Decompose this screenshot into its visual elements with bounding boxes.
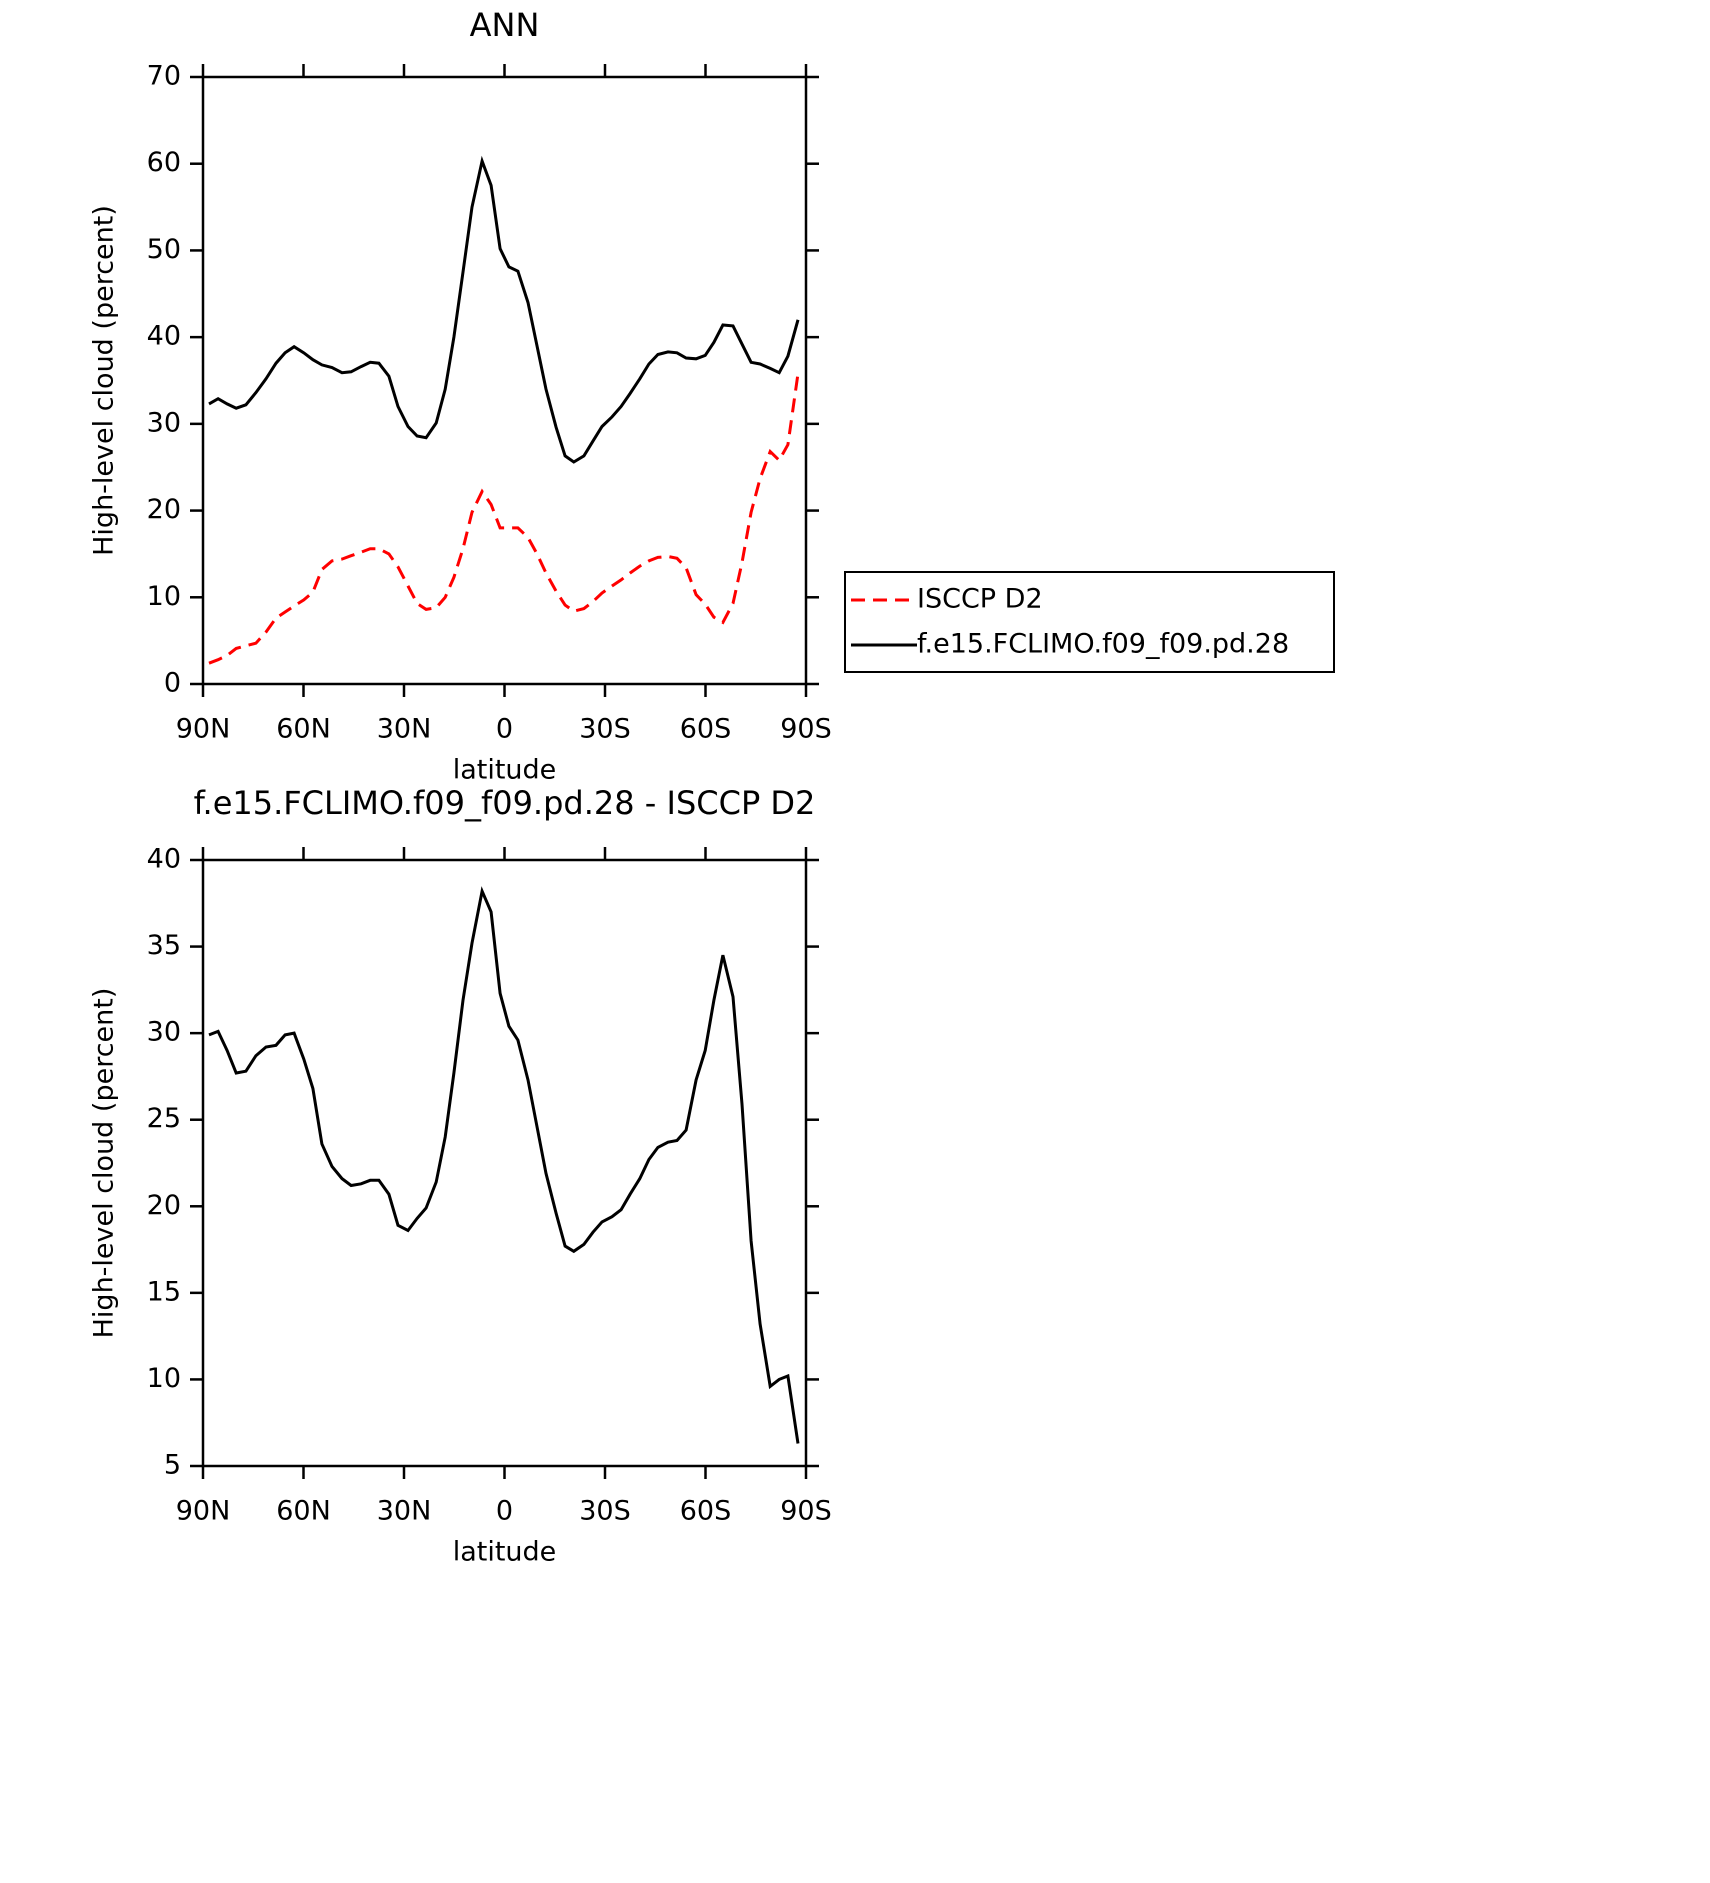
y-tick-label: 70 — [147, 61, 181, 92]
data-line — [208, 155, 800, 464]
y-tick-label: 60 — [147, 147, 181, 178]
x-tick-label: 90S — [780, 1496, 832, 1527]
y-tick-label: 40 — [147, 844, 181, 875]
x-tick-label: 60N — [276, 714, 331, 745]
y-tick-label: 5 — [164, 1450, 181, 1481]
x-tick-label: 30N — [377, 1496, 432, 1527]
x-tick-label: 60S — [680, 714, 732, 745]
y-tick-label: 20 — [147, 494, 181, 525]
plot-frame — [201, 858, 808, 1468]
y-tick-label: 35 — [147, 930, 181, 961]
legend-box — [844, 571, 1335, 673]
y-tick-label: 40 — [147, 321, 181, 352]
y-tick-label: 10 — [147, 1363, 181, 1394]
y-tick-label: 20 — [147, 1190, 181, 1221]
x-tick-label: 30S — [579, 714, 631, 745]
y-tick-label: 0 — [164, 668, 181, 699]
y-tick-label: 10 — [147, 581, 181, 612]
chart-title: ANN — [470, 6, 540, 44]
x-tick-label: 0 — [496, 714, 513, 745]
y-tick-label: 30 — [147, 1017, 181, 1048]
y-axis-label: High-level cloud (percent) — [89, 988, 120, 1339]
data-line — [208, 373, 800, 665]
x-tick-label: 30N — [377, 714, 432, 745]
data-line — [208, 886, 800, 1444]
y-tick-label: 30 — [147, 407, 181, 438]
x-tick-label: 60S — [680, 1496, 732, 1527]
x-tick-label: 0 — [496, 1496, 513, 1527]
y-tick-label: 50 — [147, 234, 181, 265]
x-axis-label: latitude — [453, 755, 557, 786]
x-tick-label: 90N — [176, 714, 231, 745]
chart-title: f.e15.FCLIMO.f09_f09.pd.28 - ISCCP D2 — [194, 784, 816, 822]
y-axis-label: High-level cloud (percent) — [89, 205, 120, 556]
plot-frame — [201, 75, 808, 686]
x-tick-label: 30S — [579, 1496, 631, 1527]
legend-label: f.e15.FCLIMO.f09_f09.pd.28 — [917, 629, 1289, 660]
y-tick-label: 25 — [147, 1103, 181, 1134]
x-tick-label: 60N — [276, 1496, 331, 1527]
x-tick-label: 90N — [176, 1496, 231, 1527]
x-axis-label: latitude — [453, 1537, 557, 1568]
legend-label: ISCCP D2 — [917, 584, 1043, 615]
x-tick-label: 90S — [780, 714, 832, 745]
y-tick-label: 15 — [147, 1276, 181, 1307]
